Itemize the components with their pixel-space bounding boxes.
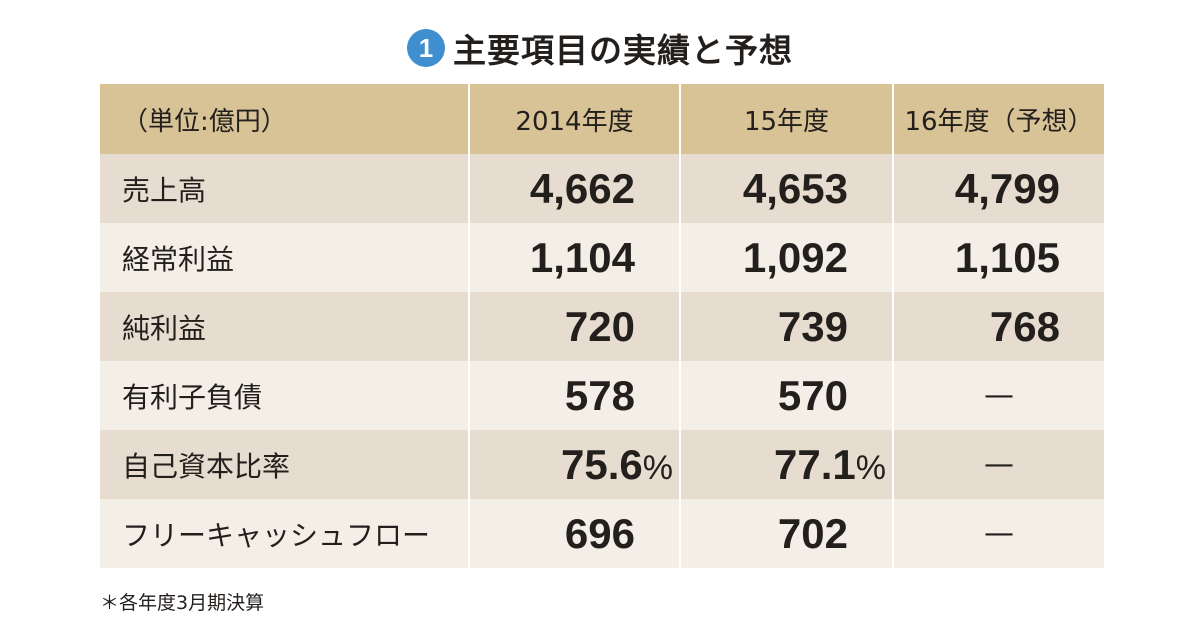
cell-value: 702 [679, 499, 893, 568]
table-row-free-cash-flow: フリーキャッシュフロー 696 702 — [100, 499, 1104, 568]
row-label: フリーキャッシュフロー [122, 518, 431, 552]
footnote: ＊各年度3月期決算 [100, 592, 265, 614]
row-label: 純利益 [122, 311, 207, 345]
cell-value: 4,799 [892, 154, 1104, 223]
table-row-net-profit: 純利益 720 739 768 [100, 292, 1104, 361]
value-number: 77.1 [774, 440, 856, 488]
number-badge: 1 [407, 29, 445, 67]
table-row-ordinary-profit: 経常利益 1,104 1,092 1,105 [100, 223, 1104, 292]
cell-value: 1,105 [892, 223, 1104, 292]
cell-value: 4,653 [679, 154, 893, 223]
value-number: 75.6 [561, 440, 643, 488]
header-fy2014: 2014年度 [468, 84, 680, 154]
table-row-sales: 売上高 4,662 4,653 4,799 [100, 154, 1104, 223]
row-label: 売上高 [122, 173, 207, 207]
header-unit: （単位:億円） [122, 106, 287, 137]
cell-value: 77.1% [679, 430, 893, 499]
title-text: 主要項目の実績と予想 [453, 31, 793, 70]
page-title: 1 主要項目の実績と予想 [0, 20, 1200, 76]
cell-dash: — [892, 430, 1104, 499]
header-fy2016-forecast: 16年度（予想） [892, 84, 1104, 154]
cell-value: 75.6% [468, 430, 680, 499]
cell-value: 4,662 [468, 154, 680, 223]
financial-table: （単位:億円） 2014年度 15年度 16年度（予想） 売上高 4,662 4… [100, 84, 1104, 568]
table-row-equity-ratio: 自己資本比率 75.6% 77.1% — [100, 430, 1104, 499]
table-header-row: （単位:億円） 2014年度 15年度 16年度（予想） [100, 84, 1104, 154]
percent-sign: % [642, 448, 673, 487]
table-row-interest-bearing-debt: 有利子負債 578 570 — [100, 361, 1104, 430]
header-fy2015: 15年度 [679, 84, 893, 154]
cell-value: 1,104 [468, 223, 680, 292]
row-label: 自己資本比率 [122, 449, 291, 483]
cell-value: 578 [468, 361, 680, 430]
cell-value: 739 [679, 292, 893, 361]
row-label: 経常利益 [122, 242, 235, 276]
cell-value: 720 [468, 292, 680, 361]
cell-dash: — [892, 499, 1104, 568]
row-label: 有利子負債 [122, 380, 263, 414]
cell-value: 768 [892, 292, 1104, 361]
cell-value: 570 [679, 361, 893, 430]
cell-value: 1,092 [679, 223, 893, 292]
cell-dash: — [892, 361, 1104, 430]
percent-sign: % [855, 448, 886, 487]
cell-value: 696 [468, 499, 680, 568]
